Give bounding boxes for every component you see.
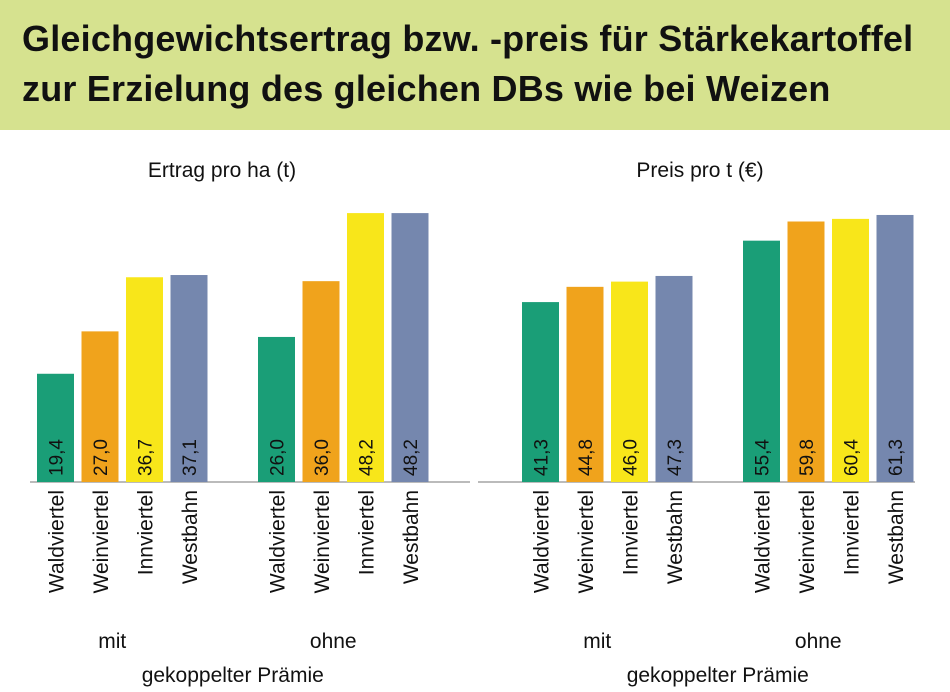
- title-line-1: Gleichgewichtsertrag bzw. -preis für Stä…: [22, 18, 914, 59]
- category-label: Westbahn: [179, 490, 202, 584]
- value-label: 41,3: [532, 439, 553, 476]
- category-label: Weinviertel: [575, 490, 598, 593]
- value-label: 37,1: [180, 439, 201, 476]
- bar: [832, 218, 869, 482]
- panel-title: Preis pro t (€): [636, 159, 763, 182]
- category-label: Innviertel: [135, 490, 158, 575]
- group-label: mit: [98, 630, 126, 653]
- bar: [37, 373, 74, 482]
- value-label: 60,4: [842, 439, 863, 476]
- category-label: Innviertel: [620, 490, 643, 575]
- bar: [81, 331, 119, 482]
- category-label: Westbahn: [885, 490, 908, 584]
- title-line-2: zur Erzielung des gleichen DBs wie bei W…: [22, 68, 831, 109]
- value-label: 19,4: [47, 439, 68, 476]
- group-label: mit: [583, 630, 611, 653]
- bar: [743, 240, 780, 482]
- group-label: ohne: [310, 630, 357, 653]
- category-label: Waldviertel: [752, 490, 775, 593]
- category-label: Westbahn: [400, 490, 423, 584]
- value-label: 48,2: [401, 439, 422, 476]
- bar: [611, 281, 648, 482]
- bar: [655, 275, 693, 482]
- value-label: 59,8: [797, 439, 818, 476]
- bar: [566, 286, 604, 482]
- category-label: Innviertel: [841, 490, 864, 575]
- value-label: 46,0: [621, 439, 642, 476]
- bar: [170, 275, 208, 482]
- value-label: 27,0: [91, 439, 112, 476]
- bar: [391, 213, 429, 483]
- value-label: 36,0: [312, 439, 333, 476]
- bar: [787, 221, 825, 482]
- bar: [302, 281, 340, 482]
- value-label: 26,0: [268, 439, 289, 476]
- value-label: 47,3: [665, 439, 686, 476]
- bar: [522, 302, 559, 482]
- value-label: 55,4: [753, 439, 774, 476]
- category-label: Waldviertel: [267, 490, 290, 593]
- bar: [347, 213, 384, 483]
- category-label: Westbahn: [664, 490, 687, 584]
- value-label: 44,8: [576, 439, 597, 476]
- panel-title: Ertrag pro ha (t): [148, 159, 296, 182]
- category-label: Weinviertel: [311, 490, 334, 593]
- category-label: Weinviertel: [90, 490, 113, 593]
- bottom-label: gekoppelter Prämie: [142, 664, 324, 687]
- group-label: ohne: [795, 630, 842, 653]
- value-label: 48,2: [357, 439, 378, 476]
- category-label: Innviertel: [356, 490, 379, 575]
- value-label: 36,7: [136, 439, 157, 476]
- category-label: Waldviertel: [46, 490, 69, 593]
- category-label: Waldviertel: [531, 490, 554, 593]
- category-label: Weinviertel: [796, 490, 819, 593]
- title-banner: Gleichgewichtsertrag bzw. -preis für Stä…: [0, 0, 950, 130]
- bar: [258, 336, 295, 482]
- bottom-label: gekoppelter Prämie: [627, 664, 809, 687]
- bar: [126, 277, 163, 482]
- bar: [876, 214, 914, 483]
- value-label: 61,3: [886, 439, 907, 476]
